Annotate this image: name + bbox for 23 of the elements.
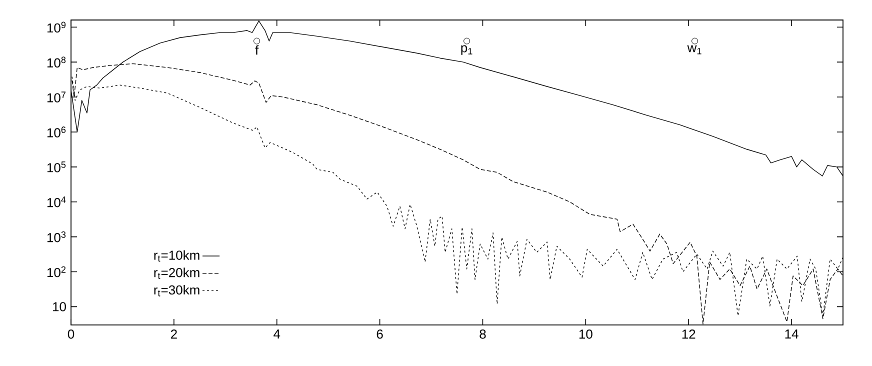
y-tick-label: 10$^{6}$ (47, 126, 66, 138)
y-tick-label: 10$^{5}$ (47, 162, 66, 172)
y-tick-label: 10$^{4}$ (47, 196, 66, 208)
x-tick-label: 14 (785, 330, 798, 338)
x-tick-label: 0 (68, 330, 74, 339)
y-tick-label: 10$^{2}$ (47, 266, 66, 278)
x-tick-label: 8 (480, 330, 486, 339)
x-tick-label: 4 (274, 330, 280, 338)
annotation: f (255, 45, 259, 55)
annotation: p$_{1}$ (461, 45, 472, 55)
y-tick-label: 10 (53, 302, 66, 312)
legend-label: r$_{t}$=30km (154, 285, 200, 296)
x-tick-label: 2 (170, 330, 177, 339)
y-tick-label: 10$^{9}$ (47, 22, 66, 33)
y-tick-label: 10$^{3}$ (47, 231, 66, 242)
x-tick-label: 12 (682, 330, 696, 339)
x-tick-label: 6 (376, 330, 383, 339)
x-tick-label: 10 (579, 330, 592, 339)
annotation: w$_{1}$ (687, 45, 702, 54)
legend-label: r$_{t}$=10km (154, 250, 200, 262)
legend-label: r$_{t}$=20km (154, 268, 200, 279)
y-tick-label: 10$^{7}$ (47, 92, 66, 102)
y-tick-label: 10$^{8}$ (47, 56, 66, 68)
